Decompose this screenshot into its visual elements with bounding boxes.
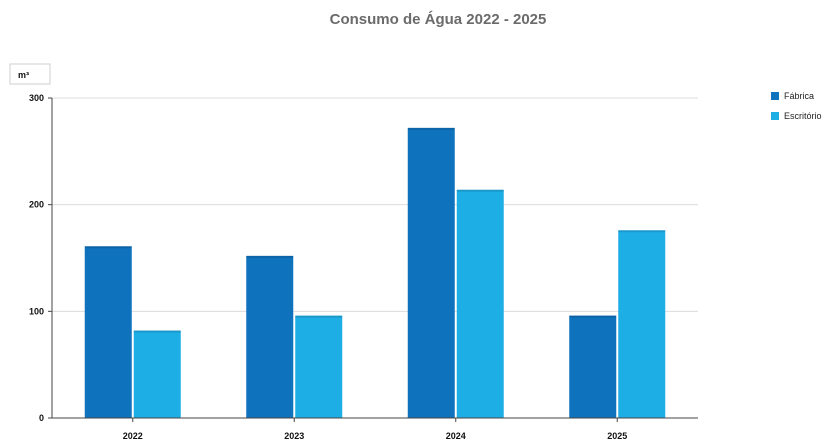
x-axis-ticks: 2022 2023 2024 2025 <box>123 418 627 441</box>
unit-box-frame <box>9 63 51 85</box>
y-tick-label: 100 <box>29 306 44 316</box>
bar-top-edge <box>618 230 666 233</box>
bar-top-edge <box>246 255 294 258</box>
y-tick-label: 200 <box>29 200 44 210</box>
legend-swatch <box>771 92 779 100</box>
bar-2025-fabrica <box>569 315 617 418</box>
bar-2024-fabrica <box>407 127 455 418</box>
bar-top-edge <box>133 330 181 333</box>
unit-label: m³ <box>18 70 29 80</box>
gridlines <box>52 97 698 312</box>
bars <box>84 127 666 418</box>
legend: Fábrica Escritório <box>771 91 822 121</box>
x-tick-label: 2025 <box>607 431 627 441</box>
bar-top-edge <box>456 189 504 192</box>
bar-top-edge <box>295 315 343 318</box>
bar-2023-escritorio <box>295 315 343 418</box>
bar-top-edge <box>84 246 132 249</box>
legend-swatch <box>771 112 779 120</box>
y-tick-label: 0 <box>39 413 44 423</box>
bar-2024-escritorio <box>456 189 504 418</box>
bar-2025-escritorio <box>618 230 666 418</box>
x-tick-label: 2023 <box>284 431 304 441</box>
x-tick-label: 2024 <box>446 431 466 441</box>
y-axis-ticks: 0 100 200 300 <box>29 93 52 423</box>
bar-2023-fabrica <box>246 255 294 418</box>
unit-box: m³ <box>9 63 51 85</box>
bar-top-edge <box>569 315 617 318</box>
bar-top-edge <box>407 127 455 130</box>
chart-title: Consumo de Água 2022 - 2025 <box>330 11 547 28</box>
legend-label: Escritório <box>784 111 822 121</box>
legend-label: Fábrica <box>784 91 814 101</box>
x-tick-label: 2022 <box>123 431 143 441</box>
bar-2022-escritorio <box>133 330 181 418</box>
bar-2022-fabrica <box>84 246 132 418</box>
y-tick-label: 300 <box>29 93 44 103</box>
